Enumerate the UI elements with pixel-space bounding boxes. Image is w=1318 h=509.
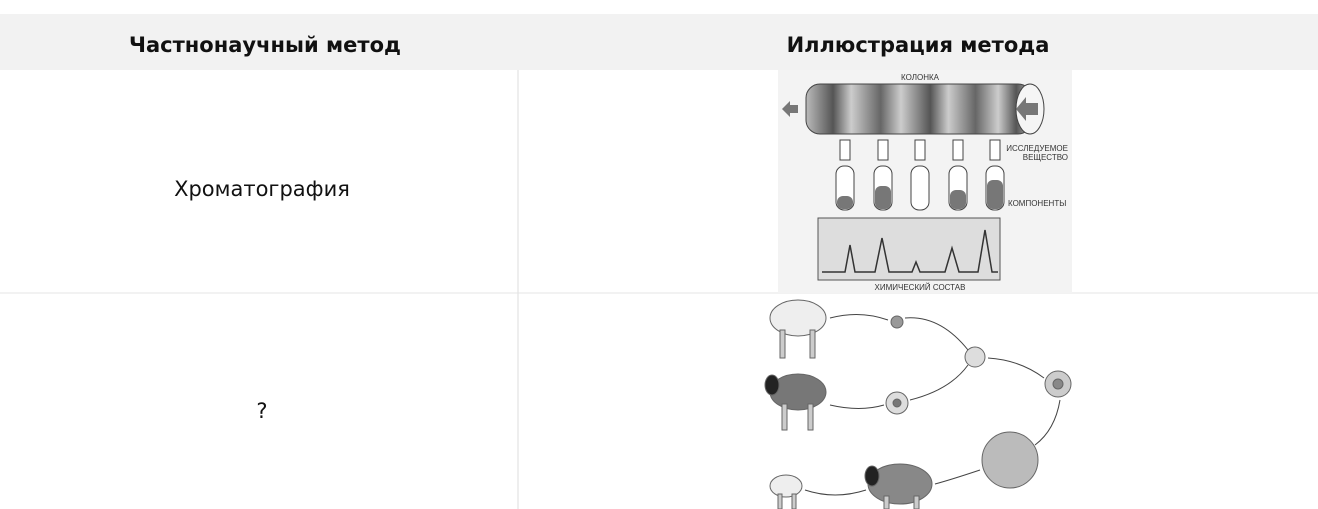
header-row: [0, 14, 1318, 70]
method-cell: Хроматография: [174, 177, 350, 201]
illustration-label: КОМПОНЕНТЫ: [1008, 199, 1066, 208]
header-cell: Иллюстрация метода: [787, 33, 1050, 57]
header-cell: Частнонаучный метод: [129, 33, 401, 57]
illustration-label: ВЕЩЕСТВО: [1023, 153, 1068, 162]
illustration-label: ХИМИЧЕСКИЙ СОСТАВ: [875, 283, 966, 292]
illustration-label: ИССЛЕДУЕМОЕ: [1006, 144, 1068, 153]
cloning-illustration: [764, 299, 1072, 509]
illustration-label: КОЛОНКА: [901, 73, 940, 82]
method-cell: ?: [256, 399, 267, 423]
chromatography-illustration: КОЛОНКА ИССЛЕДУЕМОЕ ВЕЩЕСТВО КОМПОНЕНТЫ …: [778, 70, 1072, 293]
